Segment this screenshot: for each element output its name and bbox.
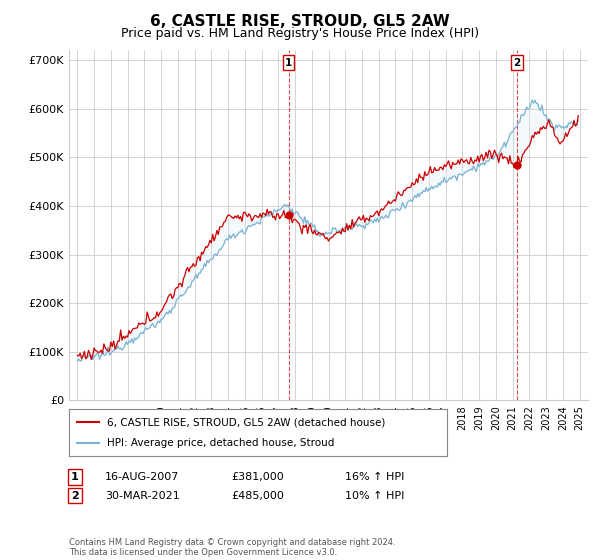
Text: £381,000: £381,000 [231,472,284,482]
Text: 10% ↑ HPI: 10% ↑ HPI [345,491,404,501]
Text: 16% ↑ HPI: 16% ↑ HPI [345,472,404,482]
Text: 1: 1 [285,58,292,68]
Text: 30-MAR-2021: 30-MAR-2021 [105,491,180,501]
Text: 2: 2 [71,491,79,501]
Text: Contains HM Land Registry data © Crown copyright and database right 2024.
This d: Contains HM Land Registry data © Crown c… [69,538,395,557]
Text: 2: 2 [513,58,520,68]
Text: 6, CASTLE RISE, STROUD, GL5 2AW (detached house): 6, CASTLE RISE, STROUD, GL5 2AW (detache… [107,417,385,427]
Text: 6, CASTLE RISE, STROUD, GL5 2AW: 6, CASTLE RISE, STROUD, GL5 2AW [150,14,450,29]
Text: 16-AUG-2007: 16-AUG-2007 [105,472,179,482]
Text: 1: 1 [71,472,79,482]
Text: Price paid vs. HM Land Registry's House Price Index (HPI): Price paid vs. HM Land Registry's House … [121,27,479,40]
Text: £485,000: £485,000 [231,491,284,501]
Text: HPI: Average price, detached house, Stroud: HPI: Average price, detached house, Stro… [107,438,334,448]
